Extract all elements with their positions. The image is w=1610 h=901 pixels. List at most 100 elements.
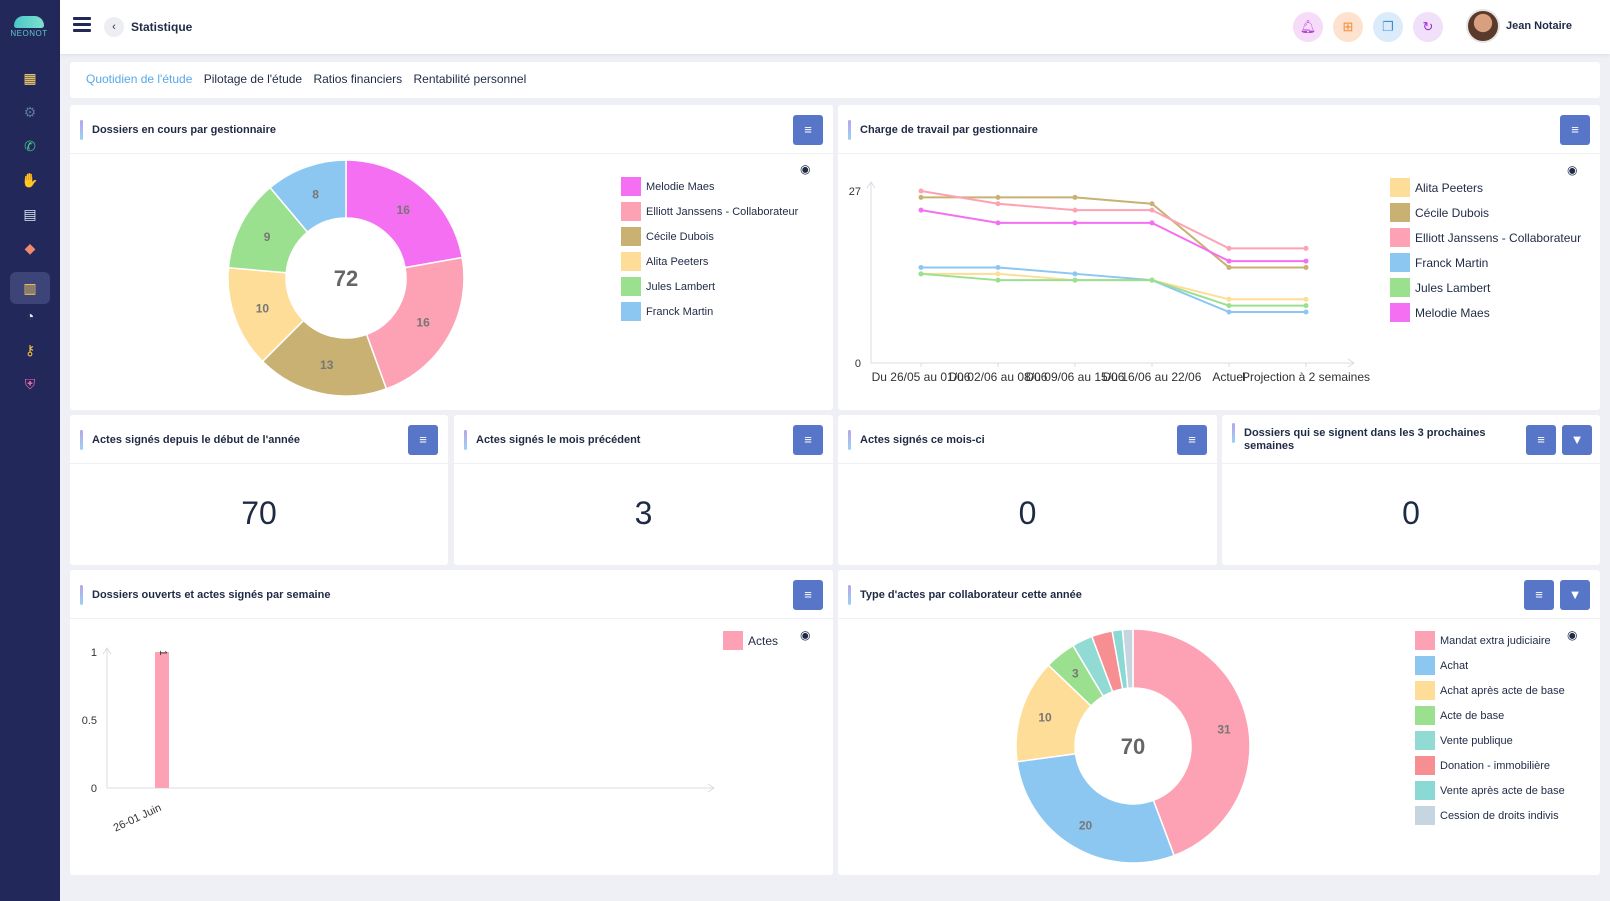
slice-label: 10 [256,301,270,315]
legend-swatch [621,252,641,271]
legend-item[interactable]: Elliott Janssens - Collaborateur [621,202,798,221]
tab-quotidien[interactable]: Quotidien de l'étude [86,72,193,86]
legend-item[interactable]: Alita Peeters [621,252,708,271]
legend-swatch [621,302,641,321]
legend-item[interactable]: Achat après acte de base [1415,681,1565,700]
data-point [995,194,1001,200]
eye-icon[interactable]: ◉ [800,628,811,642]
legend-item[interactable]: Elliott Janssens - Collaborateur [1390,228,1581,247]
document-icon[interactable]: ▤ [23,205,37,222]
donut-total: 70 [1121,734,1145,759]
card-header: Actes signés ce mois-ci ≡ [838,415,1217,464]
menu-button[interactable]: ≡ [408,425,438,455]
pie-slice [269,159,347,234]
slice-label: 16 [397,203,411,217]
legend-label: Elliott Janssens - Collaborateur [646,205,799,218]
series-line [920,209,1306,263]
kpi-value: 3 [634,495,653,531]
tab-rentabilite[interactable]: Rentabilité personnel [413,72,527,86]
menu-button[interactable]: ≡ [1560,115,1590,145]
chart-icon[interactable]: ▥ [23,279,37,296]
legend-item[interactable]: Melodie Maes [621,177,714,196]
bar-chart: 0 0.5 1 1 26-01 Juin [82,647,715,834]
data-point [995,264,1001,270]
data-point [1072,277,1078,283]
phone-icon[interactable]: ✆ [24,137,36,154]
data-point [1149,201,1155,207]
eye-icon[interactable]: ◉ [1567,163,1578,177]
legend-label: Achat après acte de base [1440,684,1565,697]
legend-item[interactable]: Cession de droits indivis [1415,806,1559,825]
clock-icon[interactable]: ◔ [25,308,35,324]
slice-label: 16 [416,316,430,330]
plus-square-icon[interactable]: ⊞ [1333,12,1363,42]
slice-label: 10 [1038,710,1052,724]
legend-item[interactable]: Melodie Maes [1390,303,1490,322]
card-title: Actes signés ce mois-ci [848,430,985,450]
legend-label: Elliott Janssens - Collaborateur [1415,230,1582,245]
slice-label: 9 [264,230,271,244]
menu-button[interactable]: ≡ [793,425,823,455]
shield-icon[interactable]: ⛨ [24,375,36,392]
box-icon[interactable]: ◆ [24,239,36,256]
menu-button[interactable]: ≡ [1526,425,1556,455]
tab-ratios[interactable]: Ratios financiers [313,72,403,86]
user-name[interactable]: Jean Notaire [1506,20,1573,32]
avatar[interactable] [1466,9,1500,43]
card-title: Dossiers en cours par gestionnaire [79,120,277,140]
legend-item[interactable]: Vente après acte de base [1415,781,1565,800]
legend-item[interactable]: Cécile Dubois [621,227,714,246]
key-icon[interactable]: ⚷ [24,341,36,358]
legend-label: Mandat extra judiciaire [1440,634,1551,647]
card-header: Charge de travail par gestionnaire ≡ [838,105,1600,154]
legend-label: Cécile Dubois [1415,205,1490,220]
y-tick-label: 0 [855,358,861,370]
legend-item[interactable]: Acte de base [1415,706,1504,725]
legend-item[interactable]: Mandat extra judiciaire [1415,631,1551,650]
refresh-icon[interactable]: ↻ [1413,12,1443,42]
menu-button[interactable]: ≡ [793,115,823,145]
legend-item[interactable]: Alita Peeters [1390,178,1483,197]
legend-label: Actes [748,633,779,648]
menu-button[interactable]: ≡ [1524,580,1554,610]
data-point [1303,245,1309,251]
calendar-icon[interactable]: ▦ [23,69,37,86]
filter-button[interactable]: ▼ [1562,425,1592,455]
legend-swatch [1390,203,1410,222]
bell-icon[interactable]: 🔔︎ [1293,12,1323,42]
y-tick-label: 0 [91,783,97,795]
data-point [1072,207,1078,213]
legend-item[interactable]: Actes [723,631,778,650]
card-header: Actes signés depuis le début de l'année … [70,415,448,464]
legend-item[interactable]: Vente publique [1415,731,1513,750]
menu-button[interactable]: ≡ [793,580,823,610]
slice-label: 20 [1079,818,1093,832]
data-point [1226,245,1232,251]
data-point [918,271,924,277]
menu-button[interactable]: ≡ [1177,425,1207,455]
back-button[interactable]: ‹ [104,17,124,37]
legend-item[interactable]: Franck Martin [621,302,713,321]
card-actes-annee: Actes signés depuis le début de l'année … [70,415,448,565]
handshake-icon[interactable]: ✋ [21,171,39,188]
app-logo[interactable]: NEONOT [10,14,48,40]
tab-pilotage[interactable]: Pilotage de l'étude [203,72,303,86]
eye-icon[interactable]: ◉ [800,162,811,176]
legend-item[interactable]: Franck Martin [1390,253,1488,272]
sidebar: NEONOT ▦ ⚙ ✆ ✋ ▤ ◆ ▥ ◔ ⚷ ⛨ [0,0,60,901]
legend-label: Acte de base [1440,709,1505,722]
windows-icon[interactable]: ❐ [1373,12,1403,42]
legend-swatch [1390,178,1410,197]
legend-item[interactable]: Achat [1415,656,1468,675]
legend-swatch [621,227,641,246]
y-axis-arrow [866,181,876,189]
legend-item[interactable]: Cécile Dubois [1390,203,1489,222]
legend-item[interactable]: Jules Lambert [621,277,715,296]
gear-icon[interactable]: ⚙ [23,103,37,120]
menu-toggle-icon[interactable] [73,17,91,33]
legend-swatch [1390,303,1410,322]
filter-button[interactable]: ▼ [1560,580,1590,610]
legend-item[interactable]: Jules Lambert [1390,278,1490,297]
eye-icon[interactable]: ◉ [1567,628,1578,642]
legend-item[interactable]: Donation - immobilière [1415,756,1550,775]
